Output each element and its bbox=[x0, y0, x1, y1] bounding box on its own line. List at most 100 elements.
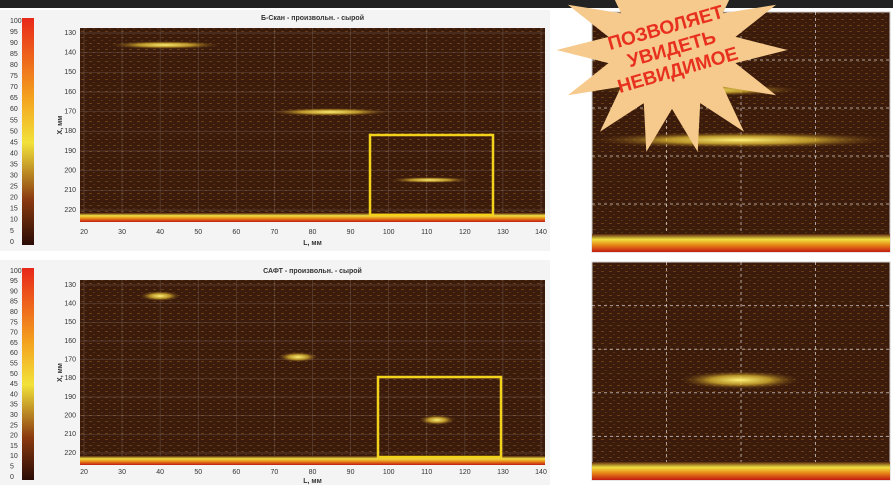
x-tick-label: 100 bbox=[383, 469, 395, 476]
colorbar-tick-label: 75 bbox=[10, 319, 18, 326]
panel-title: САФТ - произвольн. - сырой bbox=[263, 267, 362, 275]
colorbar-tick-label: 100 bbox=[10, 18, 22, 25]
x-axis-label: L, мм bbox=[303, 240, 322, 247]
y-tick-label: 130 bbox=[64, 30, 76, 37]
colorbar-tick-label: 20 bbox=[10, 433, 18, 440]
x-tick-label: 30 bbox=[118, 469, 126, 476]
colorbar-tick-label: 85 bbox=[10, 51, 18, 58]
y-tick-label: 180 bbox=[64, 128, 76, 135]
x-tick-label: 60 bbox=[232, 469, 240, 476]
x-axis-label: L, мм bbox=[303, 478, 322, 485]
x-tick-label: 90 bbox=[347, 469, 355, 476]
colorbar-tick-label: 65 bbox=[10, 95, 18, 102]
y-tick-label: 170 bbox=[64, 357, 76, 364]
colorbar-tick-label: 0 bbox=[10, 239, 14, 246]
x-tick-label: 140 bbox=[535, 469, 547, 476]
colorbar-tick-label: 100 bbox=[10, 268, 22, 275]
y-tick-label: 220 bbox=[64, 207, 76, 214]
y-tick-label: 160 bbox=[64, 89, 76, 96]
x-tick-label: 100 bbox=[383, 229, 395, 236]
x-tick-label: 120 bbox=[459, 229, 471, 236]
x-tick-label: 80 bbox=[309, 469, 317, 476]
colorbar-tick-label: 10 bbox=[10, 217, 18, 224]
colorbar-tick-label: 35 bbox=[10, 402, 18, 409]
colorbar-tick-label: 25 bbox=[10, 184, 18, 191]
colorbar-tick-label: 50 bbox=[10, 128, 18, 135]
colorbar-tick-label: 20 bbox=[10, 195, 18, 202]
colorbar-tick-label: 65 bbox=[10, 340, 18, 347]
panel-title: Б-Скан - произвольн. - сырой bbox=[261, 14, 364, 22]
y-tick-label: 190 bbox=[64, 394, 76, 401]
x-tick-label: 110 bbox=[421, 469, 432, 476]
x-tick-label: 90 bbox=[347, 229, 355, 236]
y-tick-label: 150 bbox=[64, 319, 76, 326]
reflection bbox=[680, 371, 800, 389]
y-tick-label: 130 bbox=[64, 282, 76, 289]
reflection bbox=[110, 41, 220, 49]
colorbar-tick-label: 5 bbox=[10, 228, 14, 235]
colorbar-tick-label: 70 bbox=[10, 84, 18, 91]
y-axis-label: X, мм bbox=[57, 363, 64, 382]
colorbar-tick-label: 10 bbox=[10, 453, 18, 460]
reflection bbox=[419, 415, 455, 425]
colorbar-tick-label: 85 bbox=[10, 299, 18, 306]
x-tick-label: 130 bbox=[497, 229, 509, 236]
x-tick-label: 20 bbox=[80, 229, 88, 236]
reflection bbox=[270, 108, 390, 116]
x-tick-label: 30 bbox=[118, 229, 126, 236]
y-tick-label: 220 bbox=[64, 450, 76, 457]
x-tick-label: 80 bbox=[309, 229, 317, 236]
reflection bbox=[278, 352, 318, 362]
y-tick-label: 210 bbox=[64, 431, 76, 438]
colorbar-tick-label: 60 bbox=[10, 106, 18, 113]
colorbar-tick-label: 30 bbox=[10, 412, 18, 419]
y-tick-label: 190 bbox=[64, 148, 76, 155]
y-tick-label: 200 bbox=[64, 413, 76, 420]
surface-band bbox=[592, 462, 890, 480]
colorbar-tick-label: 40 bbox=[10, 150, 18, 157]
colorbar-tick-label: 70 bbox=[10, 330, 18, 337]
colorbar-tick-label: 0 bbox=[10, 474, 14, 481]
x-tick-label: 70 bbox=[271, 469, 279, 476]
x-tick-label: 40 bbox=[156, 229, 164, 236]
colorbar-tick-label: 5 bbox=[10, 464, 14, 471]
x-tick-label: 130 bbox=[497, 469, 509, 476]
y-tick-label: 140 bbox=[64, 50, 76, 57]
colorbar-tick-label: 80 bbox=[10, 62, 18, 69]
reflection bbox=[590, 132, 890, 148]
y-tick-label: 170 bbox=[64, 109, 76, 116]
colorbar-tick-label: 55 bbox=[10, 361, 18, 368]
y-tick-label: 160 bbox=[64, 338, 76, 345]
colorbar-tick-label: 30 bbox=[10, 173, 18, 180]
top-bar bbox=[0, 0, 893, 8]
x-tick-label: 40 bbox=[156, 469, 164, 476]
x-tick-label: 50 bbox=[194, 229, 202, 236]
x-tick-label: 50 bbox=[194, 469, 202, 476]
y-tick-label: 150 bbox=[64, 69, 76, 76]
colorbar-tick-label: 75 bbox=[10, 73, 18, 80]
reflection bbox=[390, 177, 470, 183]
colorbar-tick-label: 15 bbox=[10, 443, 18, 450]
y-axis-label: X, мм bbox=[57, 116, 64, 135]
colorbar-tick-label: 95 bbox=[10, 29, 18, 36]
colorbar-tick-label: 50 bbox=[10, 371, 18, 378]
page: 1009590858075706560555045403530252015105… bbox=[0, 0, 893, 485]
y-tick-label: 180 bbox=[64, 375, 76, 382]
x-tick-label: 110 bbox=[421, 229, 432, 236]
colorbar-tick-label: 25 bbox=[10, 422, 18, 429]
x-tick-label: 20 bbox=[80, 469, 88, 476]
reflection bbox=[140, 291, 180, 301]
y-tick-label: 140 bbox=[64, 301, 76, 308]
x-tick-label: 70 bbox=[271, 229, 279, 236]
x-tick-label: 120 bbox=[459, 469, 471, 476]
colorbar-tick-label: 95 bbox=[10, 278, 18, 285]
colorbar bbox=[22, 268, 34, 480]
y-tick-label: 200 bbox=[64, 168, 76, 175]
x-tick-label: 60 bbox=[232, 229, 240, 236]
surface-band bbox=[592, 234, 890, 252]
colorbar-tick-label: 45 bbox=[10, 139, 18, 146]
colorbar-tick-label: 35 bbox=[10, 161, 18, 168]
colorbar bbox=[22, 18, 34, 245]
colorbar-tick-label: 90 bbox=[10, 288, 18, 295]
colorbar-tick-label: 40 bbox=[10, 391, 18, 398]
